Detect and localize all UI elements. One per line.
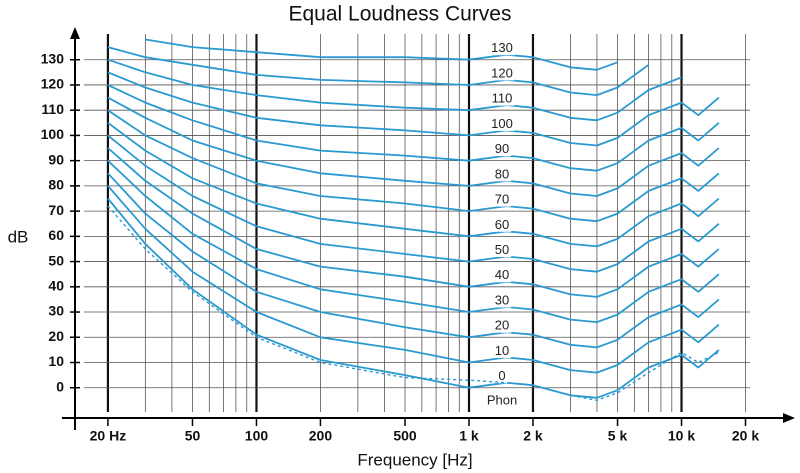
loudness-curve: [107, 197, 720, 399]
curve-label-bg: [492, 191, 512, 207]
y-tick-label: 30: [48, 303, 64, 319]
curve-label: 90: [495, 141, 509, 156]
y-tick-label: 100: [41, 126, 65, 142]
curve-label: 20: [495, 318, 509, 333]
x-tick-label: 1 k: [459, 428, 479, 444]
curve-label-bg: [489, 40, 515, 56]
curve-label-bg: [492, 342, 512, 358]
curve-label-bg: [492, 317, 512, 333]
loudness-curve: [107, 46, 650, 96]
curve-label: 100: [491, 116, 513, 131]
curve-label-bg: [492, 141, 512, 157]
curve-label: 30: [495, 292, 509, 307]
y-tick-label: 10: [48, 353, 64, 369]
x-tick-label: 2 k: [523, 428, 543, 444]
y-tick-label: 80: [48, 177, 64, 193]
curve-label-bg: [492, 216, 512, 232]
x-tick-label: 20 k: [732, 428, 759, 444]
curve-label: 130: [491, 40, 513, 55]
curve-label-bg: [492, 166, 512, 182]
y-tick-label: 60: [48, 227, 64, 243]
curve-label-bg: [496, 368, 508, 384]
curve-label-bg: [492, 292, 512, 308]
x-tick-label: 100: [245, 428, 269, 444]
loudness-curve: [107, 122, 720, 248]
curve-label: 110: [492, 91, 513, 106]
x-tick-label: 200: [309, 428, 333, 444]
x-tick-label: 500: [393, 428, 417, 444]
y-tick-label: 70: [48, 202, 64, 218]
x-axis-title: Frequency [Hz]: [357, 450, 472, 469]
loudness-curve: [107, 160, 720, 323]
y-tick-label: 20: [48, 328, 64, 344]
curve-label: 50: [495, 242, 509, 257]
chart-title: Equal Loudness Curves: [289, 3, 512, 26]
x-tick-label: 50: [185, 428, 201, 444]
y-axis-title: dB: [8, 227, 29, 246]
curve-label: 0: [498, 368, 505, 383]
curve-label-bg: [489, 65, 515, 81]
curve-label-bg: [492, 267, 512, 283]
y-tick-label: 0: [56, 378, 64, 394]
loudness-curve: [107, 84, 720, 172]
y-tick-label: 90: [48, 151, 64, 167]
grid: [84, 34, 750, 412]
curve-label: 40: [495, 267, 509, 282]
curve-label: 10: [495, 343, 509, 358]
x-axis-arrow: [783, 413, 795, 423]
y-tick-label: 50: [48, 252, 64, 268]
curve-label: 120: [491, 65, 513, 80]
loudness-curve: [107, 71, 720, 147]
curve-label-bg: [489, 115, 515, 131]
y-axis-arrow: [70, 27, 80, 39]
loudness-curve: [107, 147, 720, 298]
x-tick-label: 20 Hz: [90, 428, 127, 444]
loudness-curve: [107, 109, 720, 223]
y-tick-label: 130: [41, 50, 65, 66]
loudness-curve: [107, 134, 720, 273]
y-tick-label: 120: [41, 76, 65, 92]
curve-label-bg: [489, 90, 515, 106]
x-tick-label: 5 k: [608, 428, 628, 444]
loudness-curve: [107, 58, 682, 122]
x-tick-label: 10 k: [668, 428, 695, 444]
loudness-curve: [107, 185, 720, 374]
curve-label: 80: [495, 166, 509, 181]
curve-label-bg: [492, 242, 512, 258]
threshold-curve: [107, 205, 720, 401]
loudness-curve: [107, 172, 720, 349]
loudness-curve: [145, 38, 618, 71]
curve-label: 70: [495, 192, 509, 207]
loudness-curve: [107, 96, 720, 197]
curve-label: 60: [495, 217, 509, 232]
y-tick-label: 40: [48, 278, 64, 294]
y-tick-label: 110: [41, 101, 64, 117]
annotation-bg: [484, 392, 520, 408]
annotation: Phon: [487, 392, 517, 407]
